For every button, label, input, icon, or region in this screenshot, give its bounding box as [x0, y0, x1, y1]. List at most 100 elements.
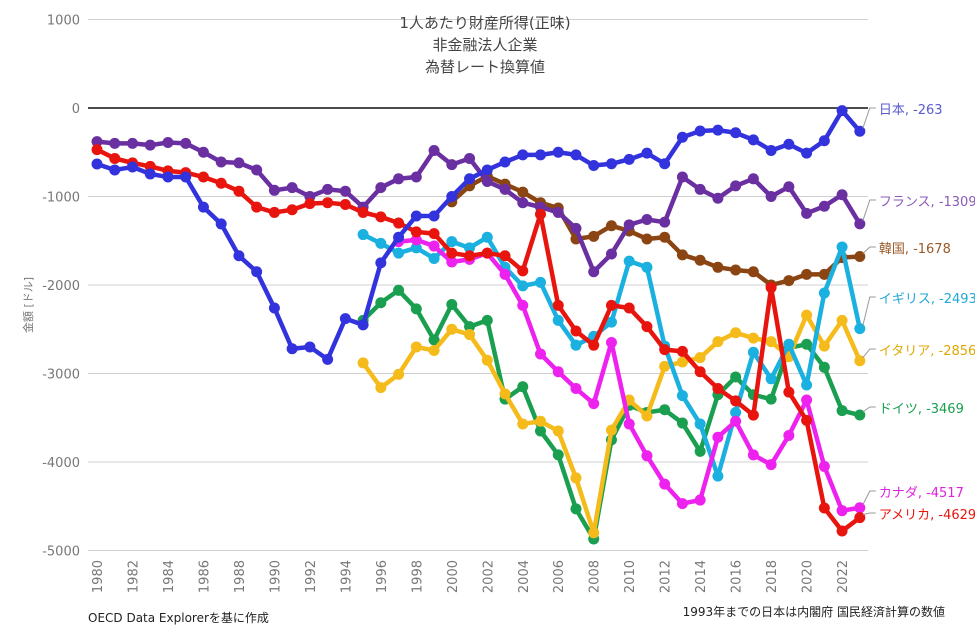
data-point [517, 197, 529, 209]
data-point [446, 256, 458, 268]
x-tick-label: 1994 [339, 560, 354, 593]
data-point [783, 138, 795, 150]
data-point [659, 404, 671, 416]
data-point [126, 161, 138, 173]
data-point [605, 337, 617, 349]
data-point [659, 344, 671, 356]
chart-title-line-3: 為替レート換算値 [425, 58, 545, 76]
data-point [676, 171, 688, 183]
data-point [588, 266, 600, 278]
data-point [659, 231, 671, 243]
label-leader [862, 296, 876, 326]
data-point [676, 356, 688, 368]
data-point [499, 183, 511, 195]
data-point [836, 105, 848, 117]
data-point [623, 302, 635, 314]
data-point [357, 357, 369, 369]
data-point [623, 418, 635, 430]
footnote-source: OECD Data Explorerを基に作成 [88, 611, 269, 625]
y-tick-label: 0 [72, 102, 80, 117]
data-point [109, 164, 121, 176]
data-point [197, 171, 209, 183]
data-point [588, 339, 600, 351]
data-point [552, 366, 564, 378]
x-tick-label: 2022 [836, 560, 851, 593]
data-point [481, 231, 493, 243]
data-point [499, 250, 511, 262]
data-point [464, 329, 476, 341]
label-leader [862, 406, 876, 413]
data-point [251, 201, 263, 213]
data-point [801, 414, 813, 426]
data-point [712, 124, 724, 136]
data-point [730, 415, 742, 427]
data-point [765, 459, 777, 471]
data-point [446, 323, 458, 335]
data-point [393, 217, 405, 229]
data-point [765, 144, 777, 156]
data-point [801, 379, 813, 391]
data-point [712, 383, 724, 395]
data-point [659, 478, 671, 490]
data-point [268, 206, 280, 218]
data-point [730, 264, 742, 276]
data-point [180, 137, 192, 149]
data-point [676, 390, 688, 402]
x-tick-label: 2002 [481, 560, 496, 593]
data-point [659, 216, 671, 228]
series-label: アメリカ, -4629 [879, 508, 975, 523]
data-point [818, 287, 830, 299]
data-point [623, 219, 635, 231]
x-tick-label: 2014 [694, 560, 709, 593]
data-point [268, 302, 280, 314]
data-point [588, 230, 600, 242]
data-point [765, 393, 777, 405]
data-point [517, 418, 529, 430]
data-point [233, 185, 245, 197]
data-point [393, 284, 405, 296]
data-point [410, 341, 422, 353]
data-point [836, 314, 848, 326]
data-point [339, 313, 351, 325]
data-point [162, 171, 174, 183]
data-point [676, 345, 688, 357]
data-point [801, 309, 813, 321]
data-point [659, 158, 671, 170]
data-point [268, 184, 280, 196]
series-line [450, 173, 860, 288]
data-point [375, 382, 387, 394]
data-point [730, 371, 742, 383]
data-point [765, 282, 777, 294]
series-group [91, 105, 866, 545]
label-leader [862, 490, 876, 505]
label-leader [862, 246, 876, 254]
data-point [233, 250, 245, 262]
data-point [286, 204, 298, 216]
x-tick-label: 2016 [730, 560, 745, 593]
data-point [428, 344, 440, 356]
label-leader [862, 107, 876, 129]
chart-title-line-1: 1人あたり財産所得(正味) [399, 14, 570, 32]
data-point [446, 236, 458, 248]
data-point [393, 173, 405, 185]
data-point [91, 144, 103, 156]
data-point [91, 136, 103, 148]
data-point [428, 228, 440, 240]
data-point [730, 180, 742, 192]
data-point [410, 303, 422, 315]
data-point [322, 197, 334, 209]
data-point [783, 429, 795, 441]
data-point [783, 181, 795, 193]
x-tick-label: 1992 [304, 560, 319, 593]
data-point [854, 251, 866, 263]
data-point [836, 189, 848, 201]
data-point [481, 314, 493, 326]
data-point [499, 268, 511, 280]
data-point [410, 234, 422, 246]
data-point [605, 220, 617, 232]
data-point [747, 266, 759, 278]
data-point [251, 266, 263, 278]
data-point [535, 276, 546, 288]
data-point [357, 229, 369, 241]
data-point [623, 153, 635, 165]
